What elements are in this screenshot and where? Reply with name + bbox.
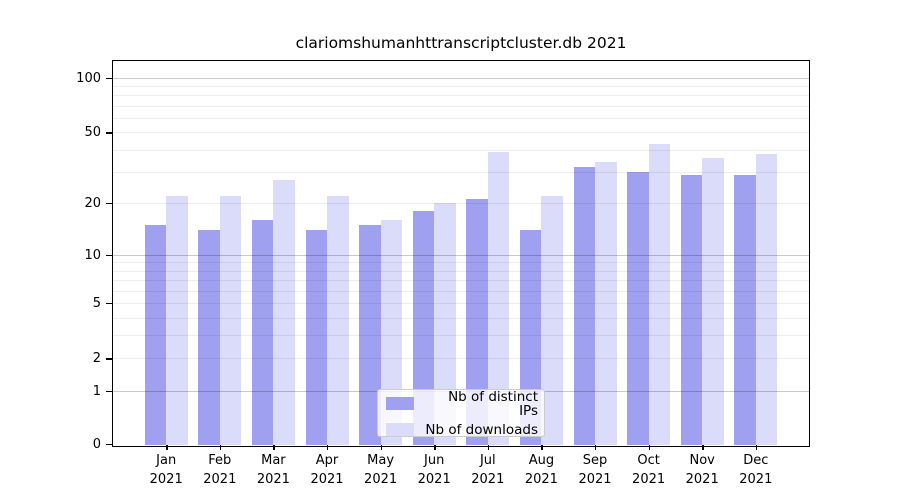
bar-distinct-ips-oct (627, 171, 649, 445)
bar-distinct-ips-feb (198, 229, 220, 445)
bar-distinct-ips-jul (466, 199, 488, 445)
gridline-major (113, 77, 809, 79)
plot-area: 100 50 20 10 5 2 1 0 Jan 2021 Feb 2021 Mar 2021 Apr… (76, 60, 810, 487)
bar-downloads-jan (166, 195, 188, 445)
legend-swatch-downloads (386, 423, 415, 436)
bar-downloads-feb (219, 195, 242, 445)
y-tick-mark (106, 254, 112, 257)
x-tick-mark (380, 445, 382, 450)
x-tick-mark (219, 445, 222, 450)
y-tick-label: 50 (84, 125, 101, 141)
y-tick-label: 0 (92, 437, 101, 452)
x-tick-label-feb: Feb 2021 (203, 453, 237, 487)
bar-distinct-ips-jan (144, 224, 167, 445)
gridline-minor (113, 95, 809, 97)
bar-downloads-oct (648, 143, 671, 445)
bar-downloads-apr (327, 195, 349, 445)
x-tick-mark (327, 445, 329, 450)
x-tick-label-oct: Oct 2021 (632, 453, 666, 487)
x-tick-label-jun: Jun 2021 (417, 453, 451, 487)
gridline-minor (113, 132, 809, 134)
gridline-minor (113, 85, 809, 87)
bar-distinct-ips-dec (734, 174, 756, 445)
y-tick-label: 10 (84, 247, 101, 263)
x-tick-label-jul: Jul 2021 (471, 453, 505, 487)
x-tick-label-may: May 2021 (364, 453, 398, 487)
y-tick-label: 20 (84, 196, 101, 212)
bar-distinct-ips-may (359, 224, 381, 445)
x-tick-label-aug: Aug 2021 (524, 453, 558, 487)
legend-item-downloads: Nb of downloads (386, 423, 538, 437)
x-tick-mark (648, 445, 650, 450)
y-tick-mark (106, 303, 112, 305)
y-tick-mark (106, 203, 112, 205)
x-tick-mark (595, 445, 597, 450)
bar-downloads-may (380, 219, 403, 445)
bar-distinct-ips-mar (251, 219, 274, 445)
bar-distinct-ips-apr (305, 229, 327, 445)
bar-downloads-dec (755, 153, 778, 445)
y-tick-mark (106, 132, 112, 134)
x-tick-label-dec: Dec 2021 (739, 453, 773, 487)
chart-title: clariomshumanhttranscriptcluster.db 2021 (295, 34, 627, 52)
x-tick-label-sep: Sep 2021 (578, 453, 612, 487)
bar-downloads-mar (273, 180, 295, 445)
legend-swatch-distinct-ips (386, 397, 414, 410)
bar-distinct-ips-nov (680, 174, 703, 445)
x-tick-label-jan: Jan 2021 (149, 453, 183, 487)
x-tick-mark (755, 445, 758, 450)
y-tick-label: 2 (92, 351, 101, 367)
bar-distinct-ips-jun (412, 211, 435, 445)
y-tick-label: 100 (76, 70, 101, 86)
x-tick-mark (702, 445, 704, 450)
y-tick-label: 5 (92, 296, 101, 312)
bar-distinct-ips-sep (573, 166, 595, 445)
y-tick-label: 1 (92, 383, 101, 399)
x-tick-mark (487, 445, 490, 450)
y-tick-mark (106, 390, 112, 393)
x-tick-label-apr: Apr 2021 (310, 453, 344, 487)
y-tick-mark (106, 77, 112, 79)
legend: Nb of distinct IPs Nb of downloads (377, 389, 545, 437)
bar-downloads-jun (434, 203, 456, 445)
bar-downloads-aug (541, 195, 563, 445)
y-tick-mark (106, 358, 112, 360)
x-tick-label-nov: Nov 2021 (685, 453, 719, 487)
bar-downloads-nov (702, 157, 724, 445)
gridline-minor (113, 105, 809, 107)
x-tick-mark (166, 445, 168, 450)
gridline-minor (113, 149, 809, 151)
x-tick-mark (434, 445, 436, 450)
bar-downloads-sep (595, 162, 617, 445)
y-tick-mark (106, 444, 112, 446)
x-tick-label-mar: Mar 2021 (256, 453, 290, 487)
x-tick-mark (541, 445, 543, 450)
legend-item-distinct-ips: Nb of distinct IPs (386, 390, 538, 418)
bar-downloads-jul (487, 151, 510, 445)
legend-label-distinct-ips: Nb of distinct IPs (448, 388, 538, 419)
legend-label-downloads: Nb of downloads (425, 421, 538, 438)
x-tick-mark (273, 445, 275, 450)
gridline-minor (113, 117, 809, 119)
